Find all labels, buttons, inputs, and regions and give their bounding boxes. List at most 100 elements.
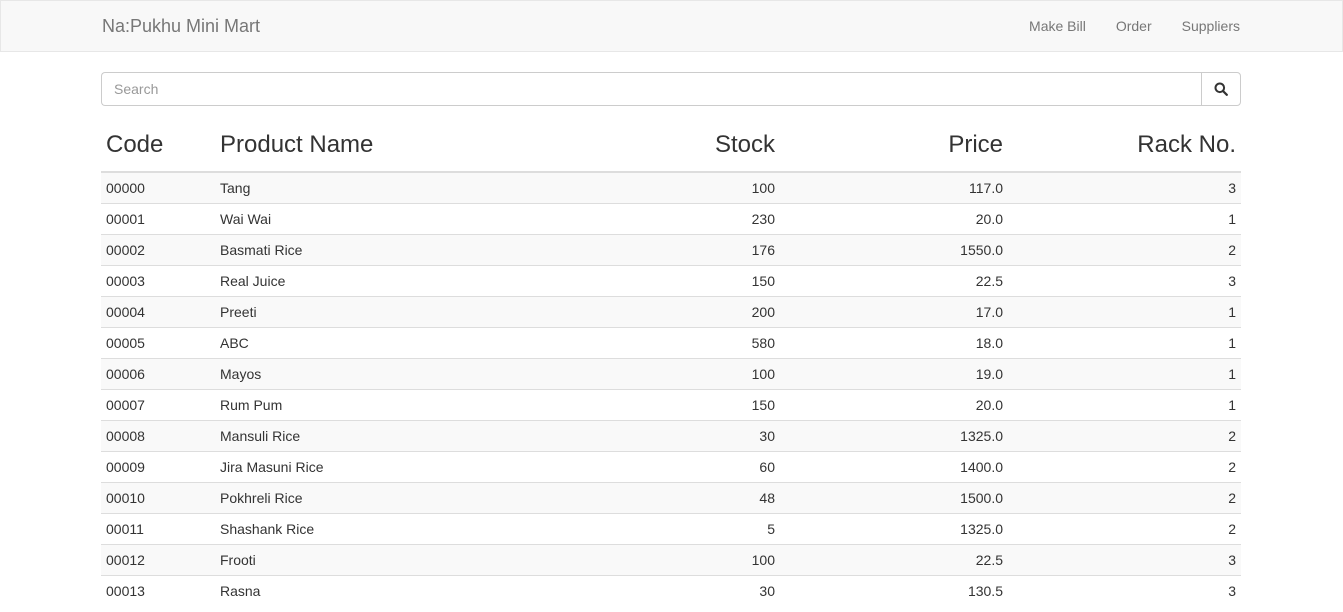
header-price: Price (780, 118, 1008, 173)
search-icon (1214, 82, 1228, 96)
cell-price: 22.5 (780, 264, 1008, 296)
cell-product-name: Mansuli Rice (215, 419, 555, 451)
cell-rack-no: 2 (1008, 233, 1241, 265)
table-row: 00001 Wai Wai 230 20.0 1 (101, 202, 1241, 234)
cell-code: 00012 (101, 543, 215, 575)
cell-rack-no: 2 (1008, 481, 1241, 513)
cell-product-name: Rum Pum (215, 388, 555, 420)
cell-code: 00002 (101, 233, 215, 265)
table-row: 00007 Rum Pum 150 20.0 1 (101, 388, 1241, 420)
table-row: 00003 Real Juice 150 22.5 3 (101, 264, 1241, 296)
cell-product-name: Mayos (215, 357, 555, 389)
table-row: 00000 Tang 100 117.0 3 (101, 171, 1241, 203)
cell-rack-no: 1 (1008, 388, 1241, 420)
header-code: Code (101, 118, 215, 173)
cell-product-name: Shashank Rice (215, 512, 555, 544)
cell-code: 00006 (101, 357, 215, 389)
cell-product-name: Tang (215, 171, 555, 203)
cell-price: 130.5 (780, 574, 1008, 606)
cell-product-name: Rasna (215, 574, 555, 606)
cell-price: 1550.0 (780, 233, 1008, 265)
nav-make-bill[interactable]: Make Bill (1029, 18, 1086, 34)
cell-price: 18.0 (780, 326, 1008, 358)
nav-links: Make Bill Order Suppliers (999, 1, 1240, 51)
cell-rack-no: 1 (1008, 202, 1241, 234)
cell-rack-no: 2 (1008, 419, 1241, 451)
table-row: 00005 ABC 580 18.0 1 (101, 326, 1241, 358)
cell-rack-no: 3 (1008, 574, 1241, 606)
table-row: 00008 Mansuli Rice 30 1325.0 2 (101, 419, 1241, 451)
header-product-name: Product Name (215, 118, 555, 173)
cell-price: 20.0 (780, 388, 1008, 420)
cell-price: 1400.0 (780, 450, 1008, 482)
search-input[interactable] (101, 72, 1201, 106)
cell-product-name: Wai Wai (215, 202, 555, 234)
cell-code: 00004 (101, 295, 215, 327)
cell-code: 00013 (101, 574, 215, 606)
cell-price: 22.5 (780, 543, 1008, 575)
cell-code: 00005 (101, 326, 215, 358)
table-body: 00000 Tang 100 117.0 3 00001 Wai Wai 230 20.0 1 00… (101, 171, 1241, 606)
header-rack-no: Rack No. (1008, 118, 1241, 173)
cell-price: 17.0 (780, 295, 1008, 327)
cell-rack-no: 1 (1008, 326, 1241, 358)
cell-stock: 48 (555, 481, 780, 513)
table-row: 00013 Rasna 30 130.5 3 (101, 574, 1241, 606)
cell-stock: 30 (555, 574, 780, 606)
cell-stock: 580 (555, 326, 780, 358)
table-header-row: Code Product Name Stock Price Rack No. (101, 118, 1241, 173)
cell-rack-no: 1 (1008, 357, 1241, 389)
cell-stock: 100 (555, 357, 780, 389)
cell-code: 00009 (101, 450, 215, 482)
table-row: 00009 Jira Masuni Rice 60 1400.0 2 (101, 450, 1241, 482)
nav-order[interactable]: Order (1115, 18, 1152, 34)
cell-stock: 150 (555, 264, 780, 296)
cell-stock: 60 (555, 450, 780, 482)
cell-stock: 30 (555, 419, 780, 451)
cell-code: 00003 (101, 264, 215, 296)
cell-price: 1325.0 (780, 419, 1008, 451)
cell-code: 00011 (101, 512, 215, 544)
cell-stock: 100 (555, 543, 780, 575)
cell-product-name: ABC (215, 326, 555, 358)
cell-code: 00008 (101, 419, 215, 451)
cell-rack-no: 3 (1008, 171, 1241, 203)
table-row: 00004 Preeti 200 17.0 1 (101, 295, 1241, 327)
cell-price: 1325.0 (780, 512, 1008, 544)
cell-code: 00010 (101, 481, 215, 513)
cell-stock: 150 (555, 388, 780, 420)
cell-code: 00001 (101, 202, 215, 234)
cell-rack-no: 2 (1008, 450, 1241, 482)
cell-rack-no: 3 (1008, 543, 1241, 575)
cell-code: 00007 (101, 388, 215, 420)
cell-price: 1500.0 (780, 481, 1008, 513)
search-button[interactable] (1201, 72, 1241, 106)
table-row: 00012 Frooti 100 22.5 3 (101, 543, 1241, 575)
cell-stock: 100 (555, 171, 780, 203)
cell-product-name: Frooti (215, 543, 555, 575)
search-group (101, 72, 1241, 106)
cell-stock: 176 (555, 233, 780, 265)
product-table: Code Product Name Stock Price Rack No. 0… (101, 118, 1241, 606)
cell-product-name: Basmati Rice (215, 233, 555, 265)
nav-suppliers[interactable]: Suppliers (1181, 18, 1240, 34)
cell-product-name: Pokhreli Rice (215, 481, 555, 513)
table-row: 00010 Pokhreli Rice 48 1500.0 2 (101, 481, 1241, 513)
cell-price: 19.0 (780, 357, 1008, 389)
table-row: 00006 Mayos 100 19.0 1 (101, 357, 1241, 389)
cell-rack-no: 3 (1008, 264, 1241, 296)
table-row: 00011 Shashank Rice 5 1325.0 2 (101, 512, 1241, 544)
cell-code: 00000 (101, 171, 215, 203)
cell-stock: 230 (555, 202, 780, 234)
table-row: 00002 Basmati Rice 176 1550.0 2 (101, 233, 1241, 265)
cell-product-name: Preeti (215, 295, 555, 327)
cell-price: 20.0 (780, 202, 1008, 234)
cell-price: 117.0 (780, 171, 1008, 203)
brand-link[interactable]: Na:Pukhu Mini Mart (102, 16, 261, 36)
cell-product-name: Jira Masuni Rice (215, 450, 555, 482)
cell-rack-no: 1 (1008, 295, 1241, 327)
cell-stock: 200 (555, 295, 780, 327)
cell-rack-no: 2 (1008, 512, 1241, 544)
cell-stock: 5 (555, 512, 780, 544)
header-stock: Stock (555, 118, 780, 173)
